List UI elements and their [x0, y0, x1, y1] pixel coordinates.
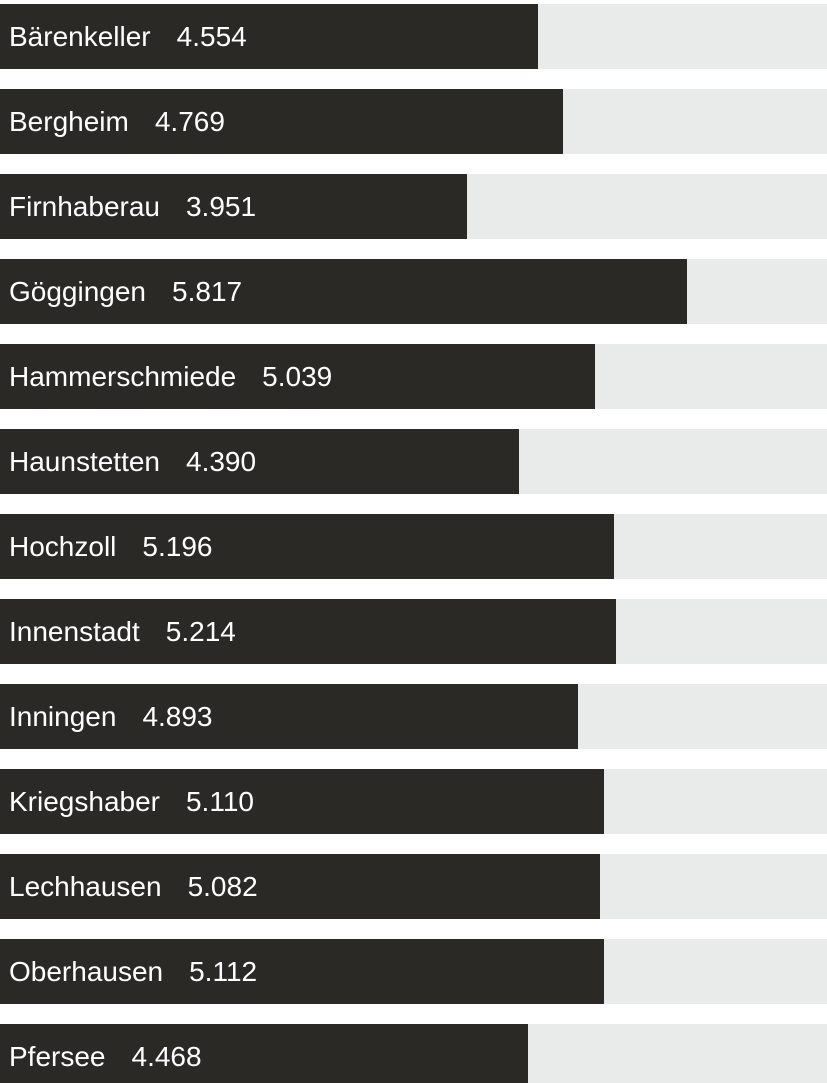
bar-label: Firnhaberau	[9, 190, 160, 222]
bar-row: Firnhaberau 3.951	[0, 174, 827, 239]
bar-label: Bergheim	[9, 105, 129, 137]
bar-row: Innenstadt 5.214	[0, 599, 827, 664]
bar: Hochzoll 5.196	[0, 514, 614, 579]
bar: Oberhausen 5.112	[0, 939, 604, 1004]
bar-row: Bergheim 4.769	[0, 89, 827, 154]
bar-value: 5.082	[187, 870, 258, 902]
bar-value: 5.110	[185, 785, 254, 817]
bar-row: Lechhausen 5.082	[0, 854, 827, 919]
bar: Kriegshaber 5.110	[0, 769, 604, 834]
bar-label: Hochzoll	[9, 530, 117, 562]
bar-row: Bärenkeller 4.554	[0, 4, 827, 69]
bar-label: Hammerschmiede	[9, 360, 237, 392]
bar-value: 5.196	[142, 530, 213, 562]
bar-row: Haunstetten 4.390	[0, 429, 827, 494]
bar: Bärenkeller 4.554	[0, 4, 539, 69]
bar-label: Kriegshaber	[9, 785, 160, 817]
bar-label: Haunstetten	[9, 445, 160, 477]
bar-label: Bärenkeller	[9, 20, 151, 52]
bar: Haunstetten 4.390	[0, 429, 519, 494]
bar-value: 4.554	[176, 20, 247, 52]
bar-value: 4.468	[131, 1040, 202, 1072]
bar: Lechhausen 5.082	[0, 854, 601, 919]
bar-label: Inningen	[9, 700, 117, 732]
bar-value: 4.769	[154, 105, 225, 137]
bar-value: 4.390	[186, 445, 257, 477]
bar: Bergheim 4.769	[0, 89, 564, 154]
bar: Innenstadt 5.214	[0, 599, 617, 664]
bar: Inningen 4.893	[0, 684, 579, 749]
bar-value: 5.112	[189, 955, 258, 987]
bar: Hammerschmiede 5.039	[0, 344, 596, 409]
bar-row: Pfersee 4.468	[0, 1024, 827, 1083]
bar-value: 5.817	[172, 275, 243, 307]
bar-value: 5.039	[262, 360, 333, 392]
bar-value: 3.951	[185, 190, 257, 222]
bar-label: Göggingen	[9, 275, 147, 307]
bar: Firnhaberau 3.951	[0, 174, 467, 239]
bar: Pfersee 4.468	[0, 1024, 528, 1083]
bar-label: Pfersee	[9, 1040, 106, 1072]
bar-value: 5.214	[165, 615, 236, 647]
bar-label: Lechhausen	[9, 870, 162, 902]
bar: Göggingen 5.817	[0, 259, 688, 324]
bar-row: Göggingen 5.817	[0, 259, 827, 324]
bar-label: Innenstadt	[9, 615, 140, 647]
bar-label: Oberhausen	[9, 955, 164, 987]
bar-row: Inningen 4.893	[0, 684, 827, 749]
bar-row: Hochzoll 5.196	[0, 514, 827, 579]
bar-row: Kriegshaber 5.110	[0, 769, 827, 834]
bar-row: Oberhausen 5.112	[0, 939, 827, 1004]
bar-row: Hammerschmiede 5.039	[0, 344, 827, 409]
bar-value: 4.893	[142, 700, 213, 732]
